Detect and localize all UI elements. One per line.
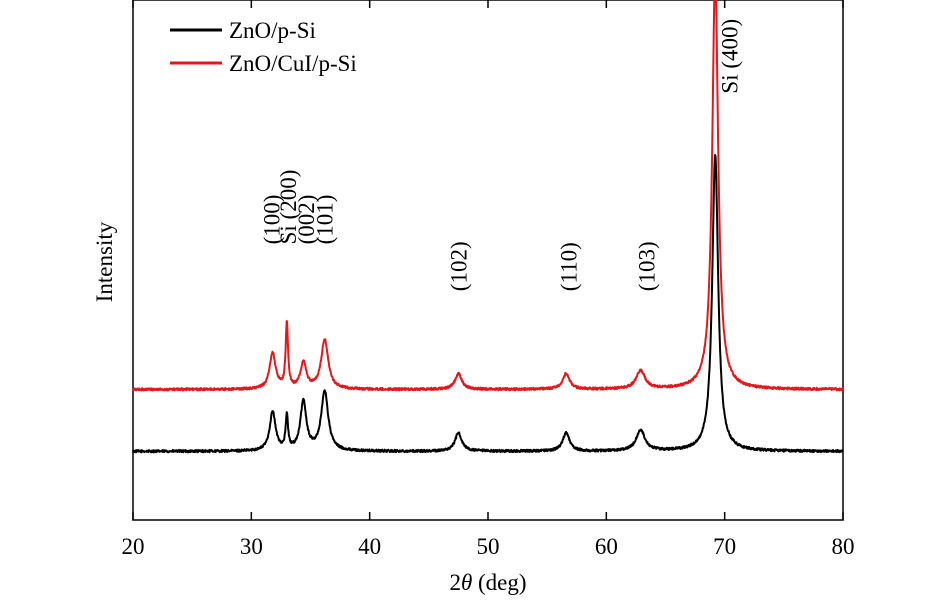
x-axis-label: 2θ (deg) <box>449 570 526 595</box>
peak-label-0: (100) <box>259 195 284 245</box>
peak-label-3: (101) <box>313 195 338 245</box>
x-tick-label-4: 60 <box>595 534 618 559</box>
x-tick-label-3: 50 <box>477 534 500 559</box>
x-axis-label-suffix: (deg) <box>472 570 526 595</box>
x-tick-label-1: 30 <box>240 534 263 559</box>
x-ticks: 20 30 40 50 60 70 80 <box>122 0 855 559</box>
x-axis-label-theta: θ <box>461 570 472 595</box>
x-axis-label-prefix: 2 <box>449 570 461 595</box>
peak-label-6: (103) <box>635 241 660 291</box>
peak-label-1: Si (200) <box>276 170 301 245</box>
legend-label-1: ZnO/CuI/p-Si <box>229 51 357 76</box>
peak-label-5: (110) <box>557 242 582 291</box>
peak-label-2: (002) <box>294 195 319 245</box>
x-tick-label-0: 20 <box>122 534 145 559</box>
peak-label-4: (102) <box>446 241 471 291</box>
y-axis-label: Intensity <box>92 221 117 302</box>
x-tick-label-2: 40 <box>358 534 381 559</box>
peak-annotations: (100)Si (200)(002)(101) (102) (110) (103) Si… <box>259 19 742 291</box>
series-line-1 <box>132 0 844 392</box>
x-tick-label-6: 80 <box>832 534 855 559</box>
series-line-0 <box>132 154 844 454</box>
legend-label-0: ZnO/p-Si <box>229 18 316 43</box>
peak-label-7: Si (400) <box>717 19 742 94</box>
series-lines <box>132 0 844 454</box>
legend: ZnO/p-Si ZnO/CuI/p-Si <box>170 18 357 76</box>
x-tick-label-5: 70 <box>713 534 736 559</box>
